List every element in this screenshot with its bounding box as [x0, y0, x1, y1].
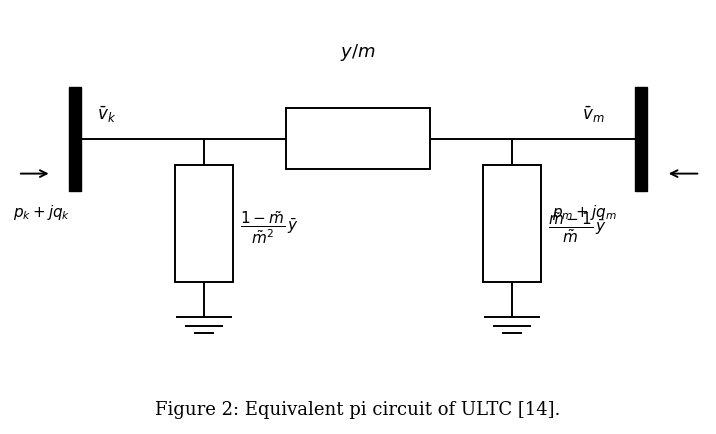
- Text: Figure 2: Equivalent pi circuit of ULTC [14].: Figure 2: Equivalent pi circuit of ULTC …: [155, 401, 561, 419]
- Bar: [175, 165, 233, 282]
- Bar: [286, 108, 430, 169]
- Bar: [69, 87, 81, 191]
- Text: $\dfrac{1-\tilde{m}}{\tilde{m}^2}\,\bar{y}$: $\dfrac{1-\tilde{m}}{\tilde{m}^2}\,\bar{…: [240, 210, 299, 246]
- Bar: [483, 165, 541, 282]
- Text: $p_m + jq_m$: $p_m + jq_m$: [552, 203, 617, 222]
- Text: $\bar{v}_k$: $\bar{v}_k$: [97, 105, 116, 125]
- Text: $y/m$: $y/m$: [340, 42, 376, 62]
- Text: $\dfrac{\tilde{m}-1}{\tilde{m}}\,\bar{y}$: $\dfrac{\tilde{m}-1}{\tilde{m}}\,\bar{y}…: [548, 210, 606, 245]
- Bar: [635, 87, 647, 191]
- Text: $p_k + jq_k$: $p_k + jq_k$: [13, 203, 70, 222]
- Text: $\bar{v}_m$: $\bar{v}_m$: [583, 105, 605, 125]
